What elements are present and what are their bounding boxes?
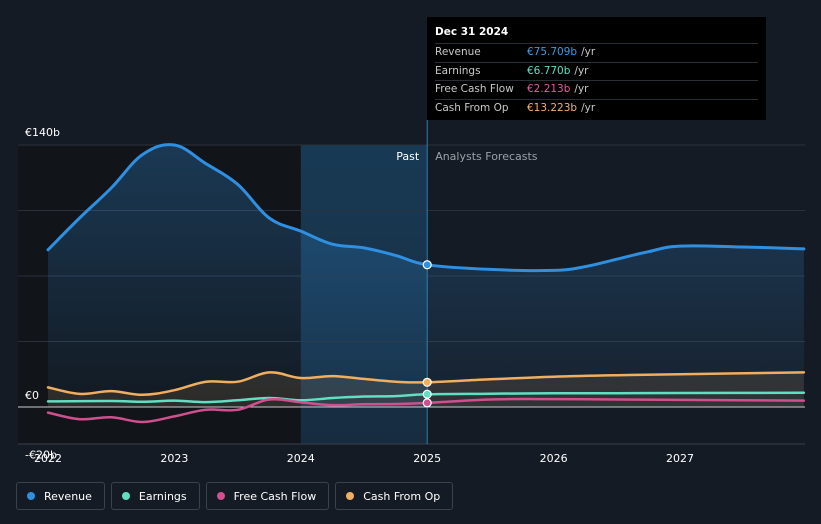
tooltip-value: €6.770b	[527, 64, 571, 77]
tooltip-unit: /yr	[581, 101, 596, 114]
revenue-line	[46, 143, 806, 273]
legend-label: Revenue	[44, 489, 92, 503]
y-tick-label: -€20b	[25, 448, 57, 461]
x-tick-label: 2023	[160, 452, 188, 465]
series-lines	[46, 143, 806, 424]
tooltip: Dec 31 2024 Revenue €75.709b /yr Earning…	[427, 17, 766, 120]
forecast-label: Analysts Forecasts	[435, 150, 538, 163]
cash-from-op-line	[46, 371, 806, 397]
x-tick-label: 2026	[540, 452, 568, 465]
y-tick-label: €0	[25, 389, 39, 402]
tooltip-unit: /yr	[574, 64, 589, 77]
x-tick-label: 2024	[287, 452, 315, 465]
x-tick-label: 2022	[34, 452, 62, 465]
tooltip-value: €75.709b	[527, 46, 578, 58]
y-tick-label: €140b	[25, 126, 60, 139]
legend-label: Free Cash Flow	[233, 489, 317, 503]
legend: Revenue Earnings Free Cash Flow Cash Fro…	[16, 482, 454, 510]
free-cash-flow-line	[46, 397, 806, 424]
tooltip-label: Earnings	[435, 64, 481, 77]
x-tick-label: 2025	[413, 452, 441, 465]
legend-item-earnings[interactable]: Earnings	[110, 482, 200, 510]
legend-label: Earnings	[138, 489, 187, 503]
tooltip-label: Free Cash Flow	[435, 83, 514, 95]
legend-item-free-cash-flow[interactable]: Free Cash Flow	[205, 482, 330, 510]
tooltip-row-earnings: Earnings €6.770b /yr	[435, 61, 758, 81]
tooltip-value: €2.213b	[527, 83, 571, 95]
legend-item-cash-from-op[interactable]: Cash From Op	[335, 482, 454, 510]
legend-item-revenue[interactable]: Revenue	[16, 482, 105, 510]
tooltip-value: €13.223b	[527, 101, 578, 114]
past-label: Past	[396, 150, 420, 163]
free-cash-flow-dot-icon	[216, 492, 225, 500]
cash-from-op-marker	[422, 377, 432, 387]
tooltip-label: Revenue	[435, 46, 481, 58]
tooltip-label: Cash From Op	[435, 101, 509, 114]
revenue-marker	[422, 260, 432, 270]
tooltip-unit: /yr	[574, 83, 589, 95]
tooltip-row-free-cash-flow: Free Cash Flow €2.213b /yr	[435, 80, 758, 99]
earnings-dot-icon	[121, 492, 130, 500]
earnings-line	[46, 391, 806, 404]
free-cash-flow-marker	[422, 398, 432, 408]
tooltip-row-cash-from-op: Cash From Op €13.223b /yr	[435, 98, 758, 118]
x-tick-label: 2027	[666, 452, 694, 465]
tooltip-unit: /yr	[581, 46, 596, 58]
y-axis-labels: €140b €0 -€20b	[25, 126, 60, 461]
revenue-dot-icon	[27, 492, 35, 500]
earnings-marker	[422, 389, 432, 399]
series-markers	[422, 260, 432, 408]
tooltip-row-revenue: Revenue €75.709b /yr	[435, 43, 758, 62]
tooltip-date: Dec 31 2024	[435, 26, 509, 38]
legend-label: Cash From Op	[363, 489, 441, 503]
revenue-area	[48, 144, 804, 407]
cash-from-op-dot-icon	[346, 492, 355, 500]
x-axis-labels: 2022 2023 2024 2025 2026 2027	[34, 452, 694, 465]
